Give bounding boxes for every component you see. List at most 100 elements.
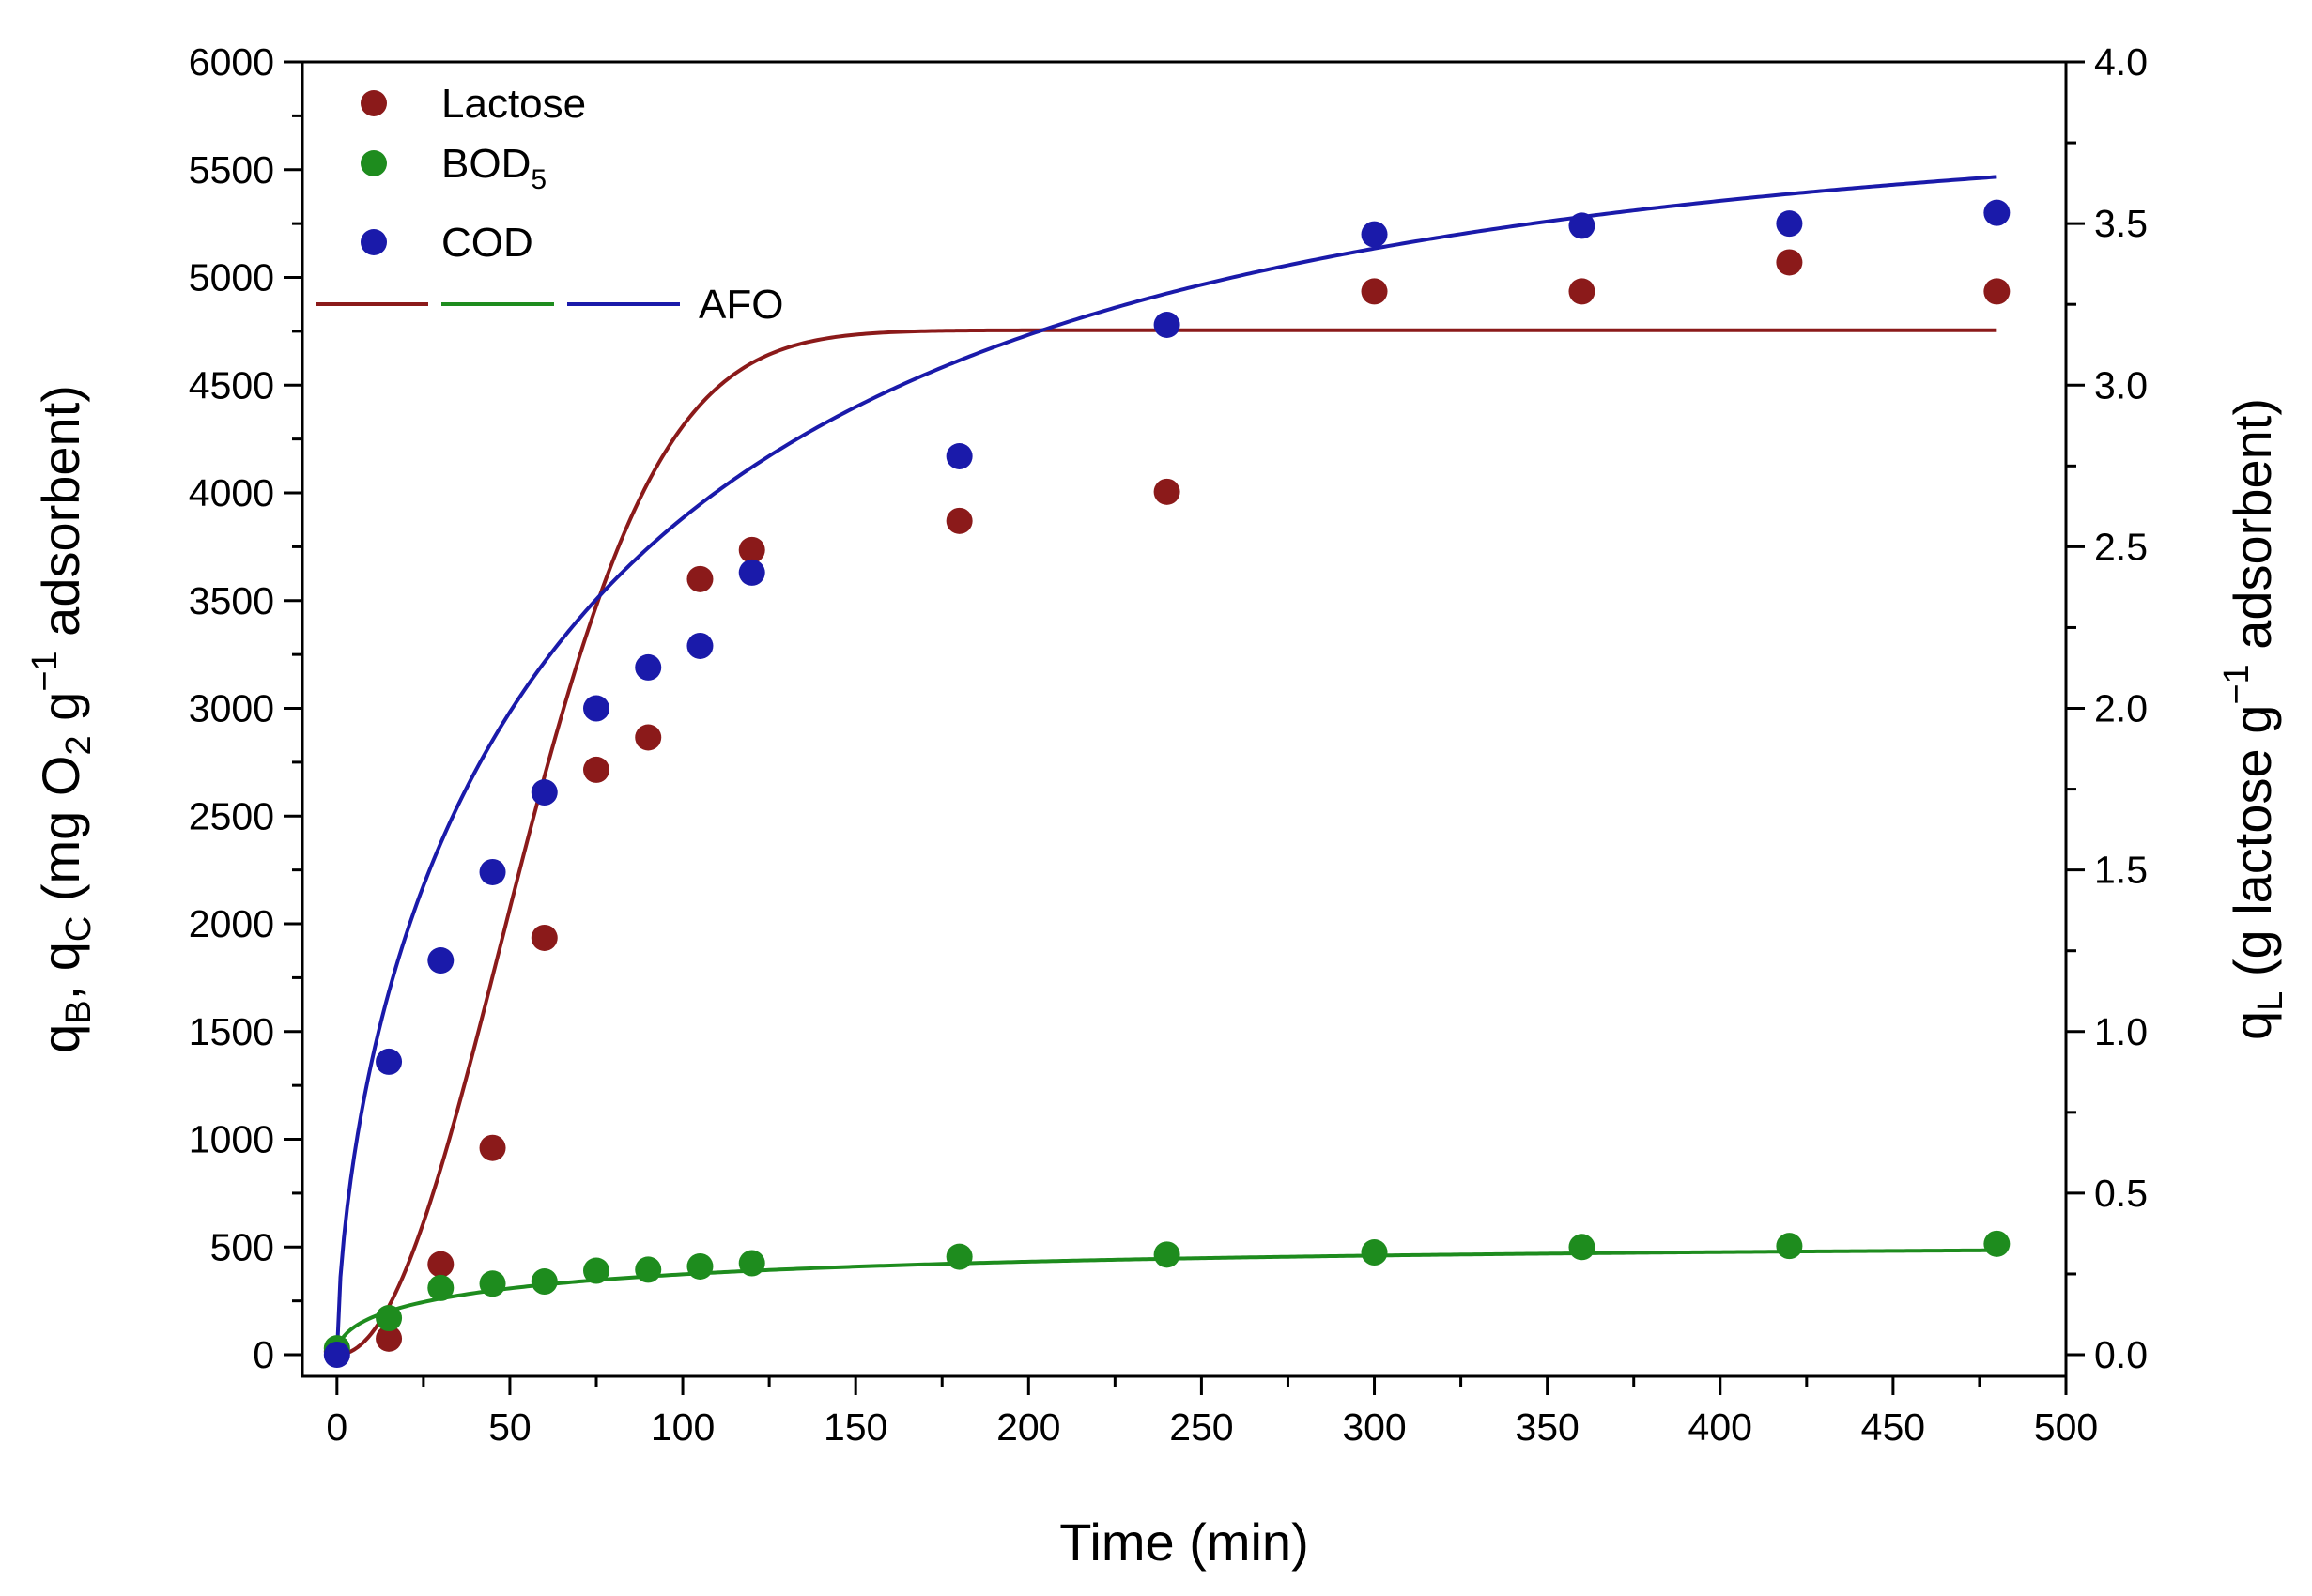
- point-cod: [738, 559, 765, 586]
- point-lactose: [1776, 249, 1803, 276]
- point-lactose: [738, 536, 765, 563]
- x-tick-label: 200: [996, 1405, 1060, 1449]
- point-cod: [1983, 199, 2011, 226]
- y-right-tick-label: 0.0: [2094, 1333, 2148, 1376]
- y-left-axis-title: qB, qC (mg O2 g−1 adsorbent): [25, 385, 99, 1053]
- legend-marker: [361, 229, 387, 255]
- y-left-tick-label: 1500: [189, 1010, 274, 1053]
- label-part: (g lactose g: [2223, 705, 2282, 991]
- legend: Lactose BOD5 COD AFO: [316, 81, 783, 328]
- x-tick-label: 50: [488, 1405, 532, 1449]
- x-tick-label: 0: [326, 1405, 347, 1449]
- y-left-tick-label: 0: [253, 1333, 274, 1376]
- legend-marker: [361, 150, 387, 176]
- point-lactose: [686, 565, 714, 592]
- x-axis-title: Time (min): [1059, 1512, 1308, 1572]
- point-lactose: [479, 1134, 506, 1161]
- axes: 0 50 100 150 200 250 300 350 400 450 5000500100015…: [25, 40, 2290, 1572]
- legend-marker: [361, 90, 387, 116]
- legend-label: COD: [441, 220, 533, 266]
- label-part: g: [31, 692, 90, 736]
- subscript: 2: [59, 735, 99, 755]
- point-bod5: [1776, 1233, 1803, 1260]
- y-right-tick-label: 3.5: [2094, 202, 2148, 245]
- y-right-tick-label: 2.0: [2094, 687, 2148, 730]
- point-lactose: [583, 756, 609, 783]
- legend-label: BOD5: [441, 141, 547, 195]
- point-cod: [583, 695, 609, 722]
- y-left-tick-label: 5500: [189, 148, 274, 192]
- point-cod: [323, 1342, 350, 1369]
- y-left-tick-label: 4500: [189, 363, 274, 407]
- point-cod: [531, 779, 558, 806]
- point-lactose: [376, 1325, 403, 1352]
- data-points: [323, 199, 2011, 1369]
- x-tick-label: 300: [1342, 1405, 1406, 1449]
- fit-line-cod: [334, 175, 1997, 1356]
- y-left-tick-label: 1000: [189, 1118, 274, 1161]
- point-bod5: [427, 1274, 455, 1301]
- label-part: q: [2223, 1011, 2282, 1040]
- point-cod: [1776, 210, 1803, 238]
- point-bod5: [531, 1268, 558, 1296]
- point-bod5: [946, 1243, 973, 1270]
- point-cod: [635, 653, 662, 681]
- y-right-tick-label: 2.5: [2094, 525, 2148, 568]
- point-bod5: [376, 1305, 403, 1332]
- y-left-tick-label: 4000: [189, 471, 274, 514]
- y-left-tick-label: 2000: [189, 902, 274, 945]
- y-left-tick-label: 5000: [189, 256, 274, 299]
- point-cod: [686, 632, 714, 659]
- x-tick-label: 100: [651, 1405, 715, 1449]
- legend-label: Lactose: [441, 81, 586, 127]
- point-bod5: [583, 1257, 609, 1284]
- point-lactose: [427, 1251, 455, 1278]
- point-cod: [946, 443, 973, 469]
- point-cod: [427, 947, 455, 974]
- x-tick-label: 350: [1515, 1405, 1579, 1449]
- legend-fit-label: AFO: [699, 282, 783, 328]
- y-left-tick-label: 3000: [189, 687, 274, 730]
- point-cod: [1568, 212, 1595, 239]
- point-bod5: [1568, 1234, 1595, 1261]
- legend-label-sub: 5: [531, 164, 547, 195]
- subscript: C: [59, 916, 99, 942]
- point-cod: [376, 1048, 403, 1075]
- y-left-tick-label: 2500: [189, 794, 274, 837]
- point-bod5: [738, 1250, 765, 1277]
- x-tick-label: 450: [1861, 1405, 1925, 1449]
- label-part: , q: [31, 942, 90, 1000]
- point-cod: [1153, 312, 1180, 338]
- x-tick-label: 400: [1688, 1405, 1752, 1449]
- y-left-tick-label: 3500: [189, 579, 274, 622]
- subscript: B: [59, 1000, 99, 1023]
- point-bod5: [635, 1256, 662, 1283]
- label-part: adsorbent): [2223, 398, 2282, 664]
- plot-frame: [301, 60, 2068, 1378]
- point-lactose: [531, 924, 558, 951]
- point-lactose: [1568, 278, 1595, 305]
- point-bod5: [479, 1270, 506, 1297]
- point-bod5: [1361, 1239, 1388, 1266]
- x-tick-label: 150: [824, 1405, 887, 1449]
- point-lactose: [635, 724, 662, 751]
- point-cod: [479, 858, 506, 885]
- point-cod: [1361, 221, 1388, 248]
- label-part: (mg O: [31, 756, 90, 916]
- x-tick-label: 500: [2034, 1405, 2098, 1449]
- y-right-tick-label: 1.0: [2094, 1010, 2148, 1053]
- point-lactose: [1361, 278, 1388, 305]
- superscript: −1: [25, 651, 65, 691]
- x-tick-label: 250: [1169, 1405, 1233, 1449]
- point-bod5: [1153, 1241, 1180, 1268]
- y-left-tick-label: 6000: [189, 40, 274, 84]
- point-bod5: [1983, 1230, 2011, 1257]
- point-lactose: [946, 507, 973, 534]
- y-right-tick-label: 4.0: [2094, 40, 2148, 84]
- point-lactose: [1153, 478, 1180, 505]
- y-right-tick-label: 0.5: [2094, 1172, 2148, 1215]
- legend-label-main: BOD: [441, 141, 531, 187]
- y-right-tick-label: 3.0: [2094, 363, 2148, 407]
- y-left-tick-label: 500: [210, 1225, 274, 1268]
